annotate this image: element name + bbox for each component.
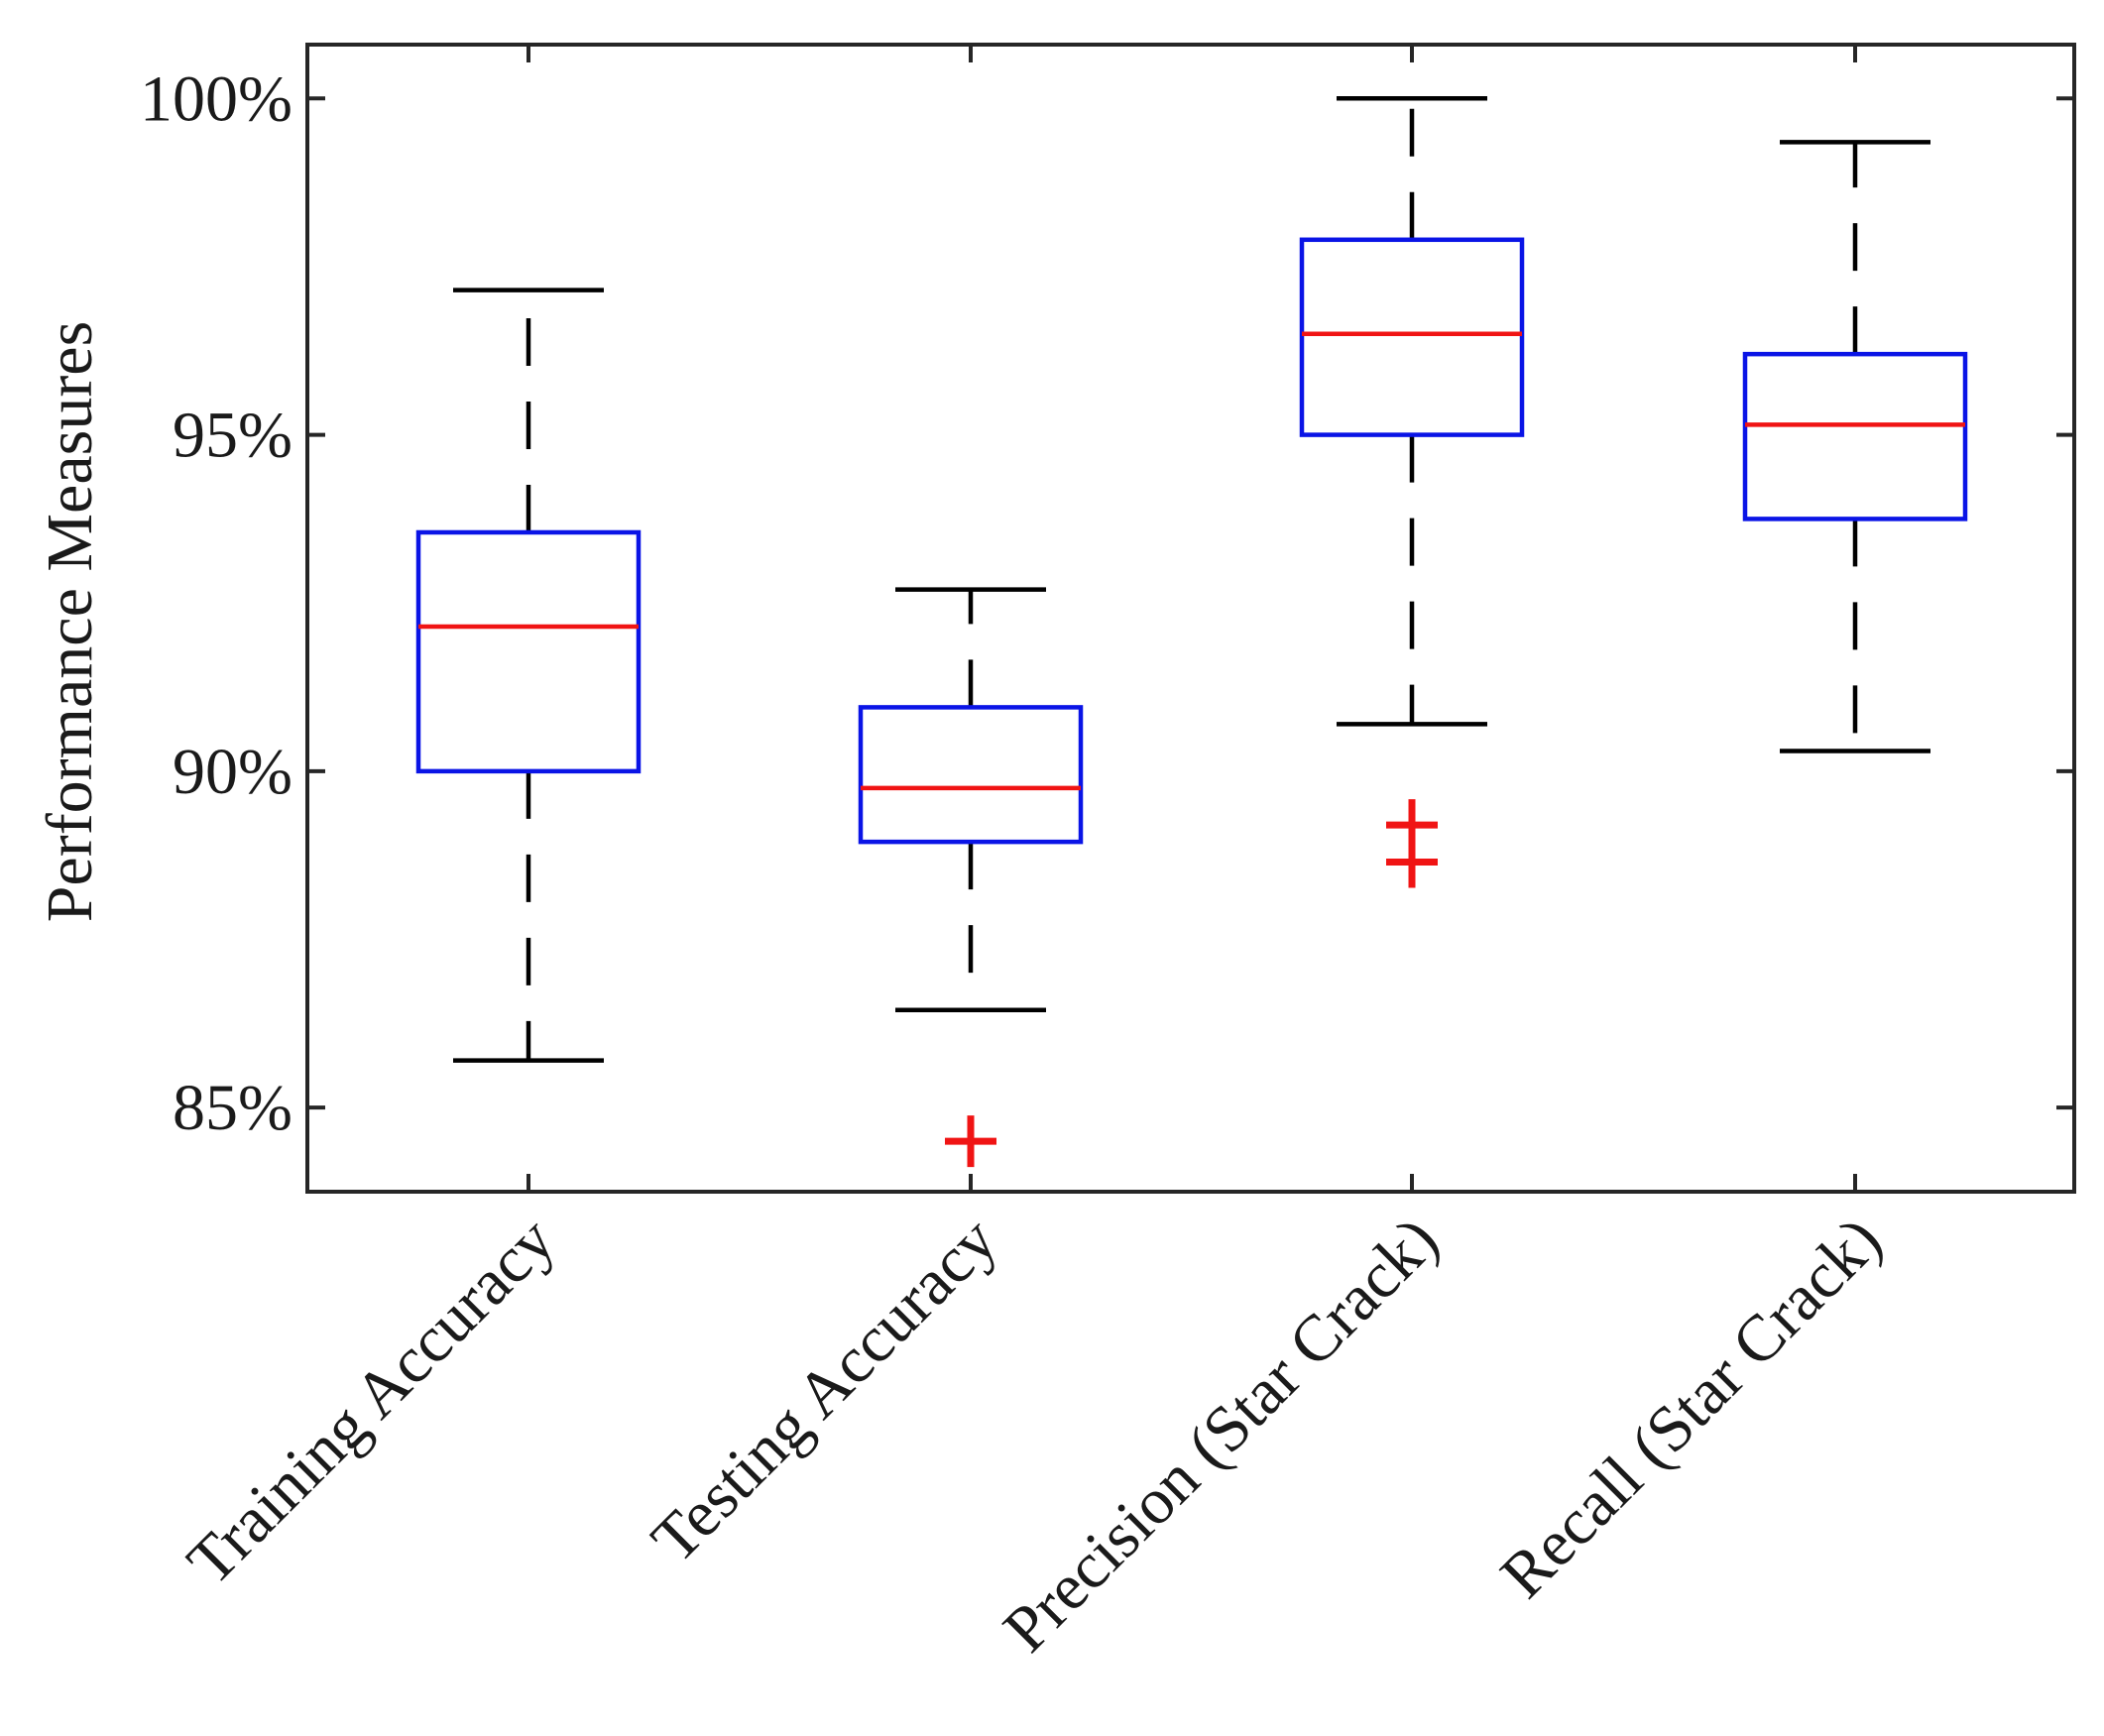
y-tick-label: 100% xyxy=(140,62,292,135)
box-group-testing-accuracy xyxy=(858,587,1084,1168)
y-tick-label: 90% xyxy=(173,736,292,808)
iqr-box xyxy=(858,705,1084,845)
y-axis-title: Performance Measures xyxy=(34,321,106,923)
y-tick-label: 95% xyxy=(173,400,292,472)
iqr-box xyxy=(1742,351,1968,521)
outlier-marker xyxy=(1386,836,1438,888)
y-tick-labels: 85% 90% 95% 100% xyxy=(140,62,292,1144)
tick-marks xyxy=(307,45,2074,1192)
box-group-recall-star-crack xyxy=(1742,140,1968,753)
box-group-precision-star-crack xyxy=(1299,96,1525,888)
iqr-box xyxy=(1299,237,1525,437)
iqr-box xyxy=(415,529,642,774)
outlier-marker xyxy=(945,1115,996,1168)
y-tick-label: 85% xyxy=(173,1072,292,1144)
box-group-training-accuracy xyxy=(415,288,642,1063)
axes-frame xyxy=(305,43,2076,1194)
plot-marks xyxy=(415,96,1968,1168)
